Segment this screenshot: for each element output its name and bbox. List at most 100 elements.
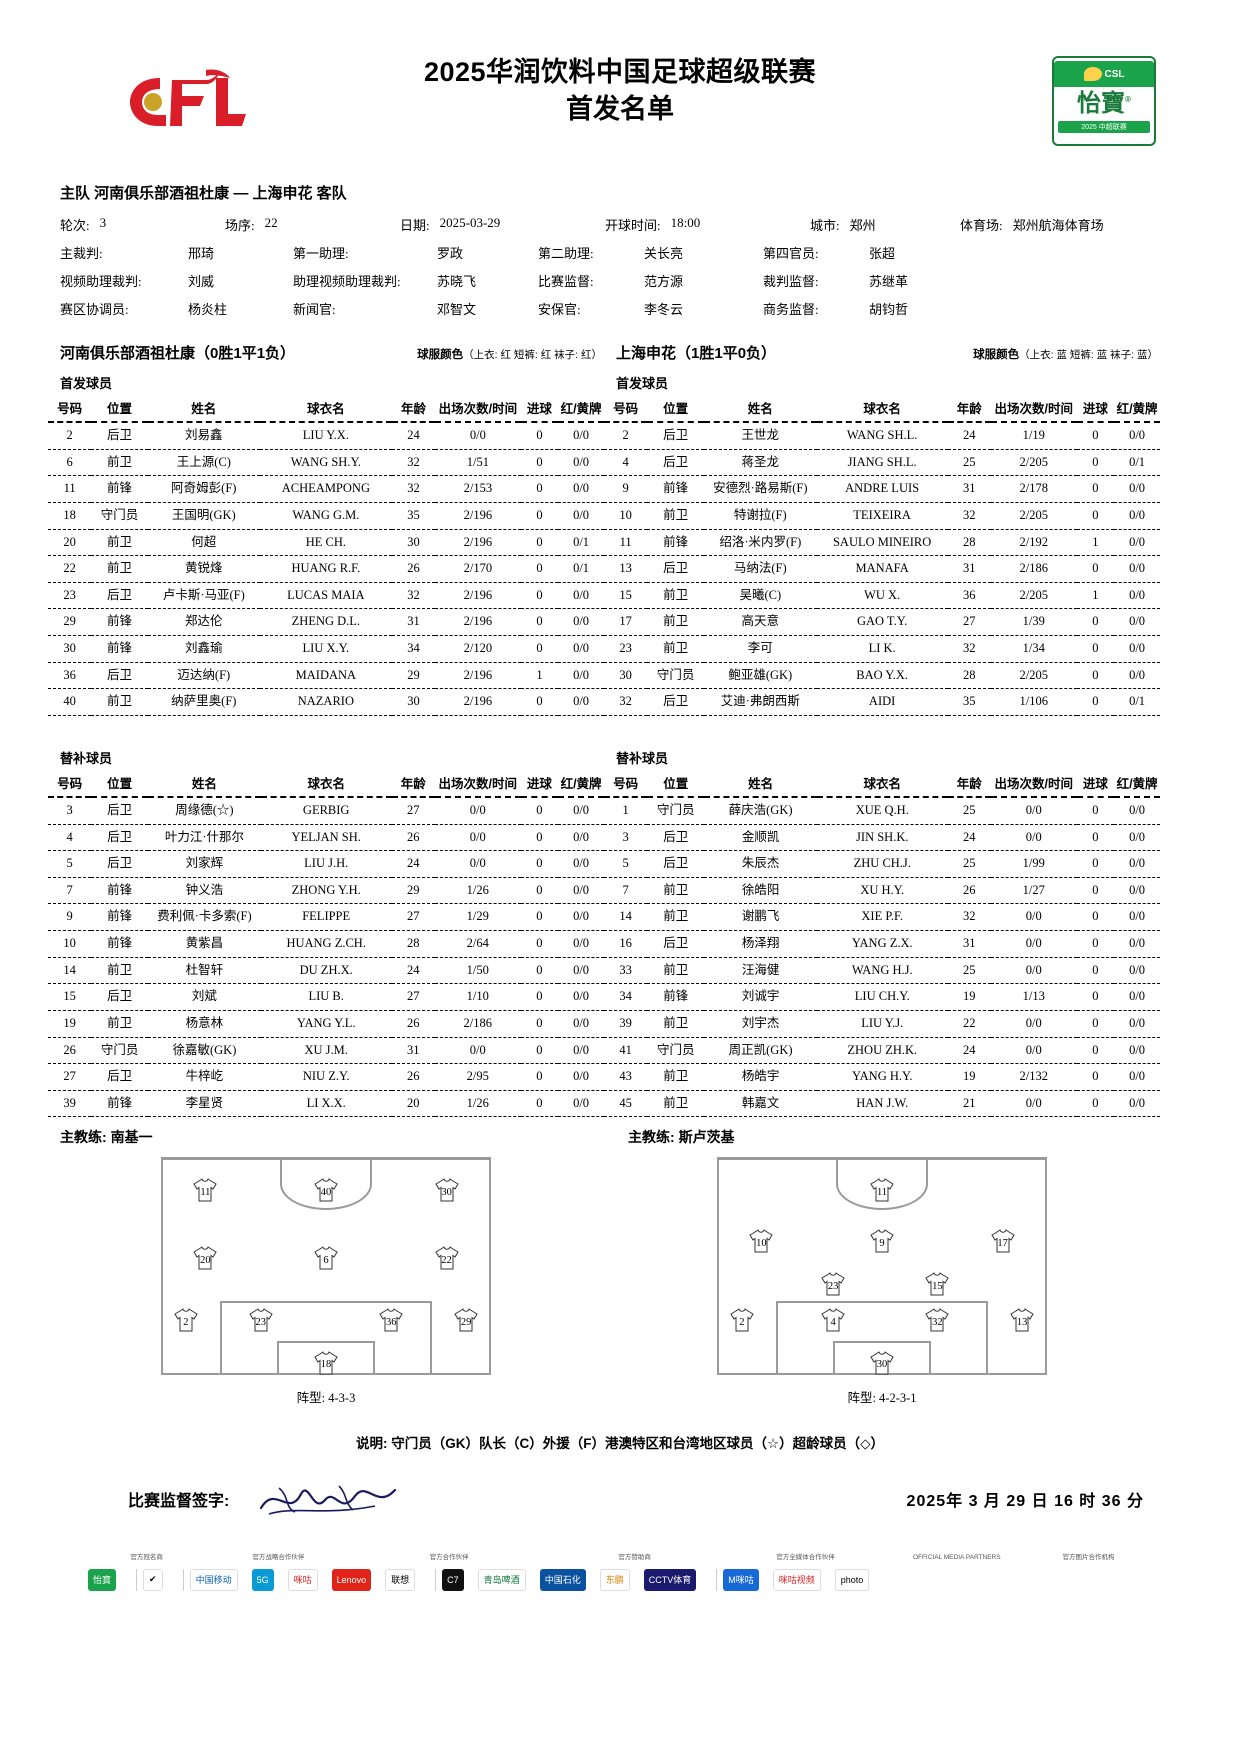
team-sheet-page: 2025华润饮料中国足球超级联赛 首发名单 CSL 怡寶® 2025 中超联赛 … (0, 48, 1240, 1761)
cell-apps: 2/153 (435, 475, 521, 503)
cell-apps: 1/106 (990, 688, 1077, 716)
cell-jersey: HAN J.W. (816, 1090, 948, 1118)
title-block: 2025华润饮料中国足球超级联赛 首发名单 (48, 48, 1192, 130)
cell-cards: 0/0 (558, 662, 604, 690)
shirt-number: 9 (879, 1238, 885, 1250)
home-formation-wrap: 11 40 30 20 6 22 2 23 36 29 18 阵型: 4-3-3 (48, 1157, 604, 1406)
table-row: 6 前卫 王上源(C) WANG SH.Y. 32 1/51 0 0/0 (48, 449, 604, 477)
cell-jersey: LIU Y.X. (259, 422, 392, 450)
cell-age: 29 (391, 877, 435, 905)
cell-position: 后卫 (647, 850, 705, 878)
cell-age: 24 (391, 850, 435, 878)
away-starters-col: 首发球员 号码 位置 姓名 球衣名 年龄 出场次数/时间 进球 红/黄牌 2 后卫… (604, 363, 1160, 716)
col-jersey: 球衣名 (259, 396, 392, 423)
cell-name: 周正凯(GK) (704, 1037, 817, 1065)
shirt-number: 15 (932, 1280, 943, 1292)
cell-cards: 0/0 (558, 957, 604, 985)
cell-goals: 0 (1076, 635, 1115, 663)
cell-position: 守门员 (91, 1037, 149, 1065)
cell-number: 9 (48, 903, 92, 931)
signature-image (255, 1478, 405, 1520)
cell-apps: 2/196 (435, 502, 521, 530)
cell-apps: 0/0 (434, 824, 521, 852)
cell-age: 21 (947, 1090, 991, 1118)
pitch-shirt-11: 11 (867, 1175, 897, 1205)
cell-cards: 0/0 (558, 475, 604, 503)
cell-goals: 0 (520, 1037, 559, 1065)
cell-cards: 0/0 (558, 796, 604, 825)
cell-position: 后卫 (91, 1063, 149, 1091)
cell-apps: 2/186 (434, 1010, 521, 1038)
cell-apps: 2/196 (435, 608, 521, 636)
table-row: 30 守门员 鲍亚雄(GK) BAO Y.X. 28 2/205 0 0/0 (604, 662, 1160, 690)
table-row: 39 前卫 刘宇杰 LIU Y.J. 22 0/0 0 0/0 (604, 1010, 1160, 1038)
info-city: 城市: 郑州 (810, 218, 876, 233)
page-subtitle: 首发名单 (566, 94, 674, 125)
cell-age: 32 (391, 582, 436, 610)
shirt-number: 17 (997, 1238, 1008, 1250)
cell-position: 后卫 (647, 930, 705, 958)
cell-apps: 2/196 (435, 529, 521, 557)
cfl-logo-icon (120, 66, 250, 136)
cell-name: 刘家辉 (148, 850, 261, 878)
sponsor-caption: 2025 中超联赛 (1058, 121, 1150, 134)
cell-apps: 0/0 (990, 1090, 1077, 1118)
table-row: 43 前卫 杨皓宇 YANG H.Y. 19 2/132 0 0/0 (604, 1063, 1160, 1091)
home-pitch-diagram: 11 40 30 20 6 22 2 23 36 29 18 (161, 1157, 491, 1376)
info-var: 视频助理裁判: 刘威 (60, 274, 215, 289)
info-press-officer: 新闻官: 邓智文 (293, 302, 477, 317)
cell-number: 14 (48, 957, 92, 985)
cell-goals: 1 (1076, 529, 1115, 557)
cell-jersey: LUCAS MAIA (259, 582, 392, 610)
pitch-shirt-6: 6 (311, 1243, 341, 1273)
shirt-number: 11 (876, 1186, 888, 1198)
cell-cards: 0/0 (558, 983, 604, 1011)
home-team-header: 河南俱乐部酒祖杜康（0胜1平1负） 球服颜色（上衣: 红 短裤: 红 袜子: 红… (60, 342, 616, 363)
cell-cards: 0/0 (1114, 1063, 1160, 1091)
center-arc (280, 1158, 372, 1211)
partners-strip: 官方冠名商 官方战略合作伙伴 官方合作伙伴 官方赞助商 官方全媒体合作伙伴 OFFICIA… (48, 1554, 1192, 1591)
cell-goals: 0 (520, 555, 559, 583)
match-info-grid: 轮次: 3 场序: 22 日期: 2025-03-29 开球时间: 18:00 城市: 郑… (60, 215, 1192, 318)
cell-number: 32 (604, 688, 648, 716)
partner-logos: 怡寶 ✔ 中国移动 5G 咪咕 Lenovo 联想 C7 青岛啤酒 中国石化 东鹏 CCTV体育 M咪咕… (88, 1568, 1152, 1591)
partner-logo: ✔ (143, 1568, 163, 1591)
table-row: 34 前锋 刘诚宇 LIU CH.Y. 19 1/13 0 0/0 (604, 983, 1160, 1011)
table-row: 45 前卫 韩嘉文 HAN J.W. 21 0/0 0 0/0 (604, 1090, 1160, 1118)
home-team-name: 河南俱乐部酒祖杜康（0胜1平1负） (60, 345, 296, 362)
cell-cards: 0/0 (558, 1063, 604, 1091)
cell-jersey: DU ZH.X. (260, 957, 392, 985)
cell-age: 32 (391, 475, 436, 503)
col-age: 年龄 (947, 770, 991, 798)
cell-cards: 0/1 (1114, 688, 1160, 716)
cell-age: 22 (947, 1010, 991, 1038)
cell-cards: 0/0 (1114, 824, 1160, 852)
info-coordinator: 赛区协调员: 杨炎柱 (60, 302, 228, 317)
info-referee: 主裁判: 邢琦 (60, 246, 215, 261)
cell-jersey: WU X. (816, 582, 948, 610)
center-arc (836, 1158, 928, 1211)
col-position: 位置 (647, 396, 704, 423)
table-row: 2 后卫 刘易鑫 LIU Y.X. 24 0/0 0 0/0 (48, 422, 604, 450)
shirt-number: 32 (932, 1316, 943, 1328)
cell-number: 19 (48, 1010, 92, 1038)
cell-number: 41 (604, 1037, 648, 1065)
csl-swoosh-icon (1083, 67, 1102, 81)
cell-goals: 0 (520, 824, 559, 852)
cell-jersey: BAO Y.X. (816, 662, 948, 690)
cell-goals: 0 (1076, 608, 1115, 636)
pitch-shirt-4: 4 (818, 1305, 848, 1335)
col-cards: 红/黄牌 (558, 396, 604, 423)
cell-position: 前锋 (647, 983, 705, 1011)
shirt-number: 6 (323, 1255, 329, 1267)
cell-name: 牛梓屹 (148, 1063, 261, 1091)
cell-position: 后卫 (647, 688, 704, 716)
cell-age: 31 (947, 555, 991, 583)
cell-name: 阿奇姆彭(F) (147, 475, 260, 503)
partner-logo: C7 (442, 1568, 464, 1591)
cell-jersey: MANAFA (816, 555, 948, 583)
cell-age: 20 (391, 1090, 435, 1118)
col-age: 年龄 (391, 396, 436, 423)
cell-position: 守门员 (647, 662, 704, 690)
cell-goals: 0 (1076, 1090, 1115, 1118)
